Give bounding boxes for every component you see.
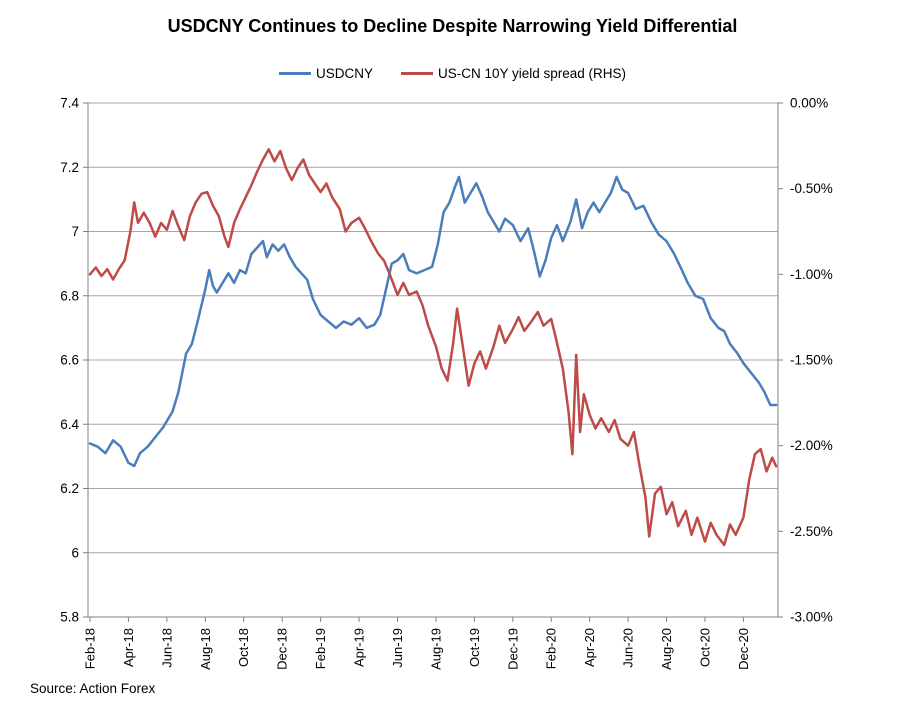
y-left-tick-label: 6.8 — [60, 288, 79, 303]
x-tick-label: Dec-20 — [736, 628, 751, 670]
y-left-tick-label: 6.2 — [60, 481, 79, 496]
y-left-tick-label: 7 — [71, 224, 79, 239]
usdcny-line — [88, 175, 778, 468]
x-tick-label: Apr-19 — [352, 628, 367, 667]
y-left-tick-label: 6 — [71, 545, 79, 560]
legend-item-usdcny: USDCNY — [278, 65, 373, 81]
x-tick-label: Aug-18 — [198, 628, 213, 670]
y-right-tick-label: -3.00% — [790, 610, 833, 625]
x-tick-label: Aug-20 — [659, 628, 674, 670]
y-left-tick-label: 7.2 — [60, 160, 79, 175]
y-right-tick-label: 0.00% — [790, 96, 828, 111]
x-tick-label: Feb-19 — [313, 628, 328, 669]
spread-line — [88, 148, 778, 547]
x-tick-label: Dec-18 — [275, 628, 290, 670]
source-note: Source: Action Forex — [30, 681, 156, 696]
y-left-tick-label: 6.6 — [60, 353, 79, 368]
x-tick-label: Apr-18 — [121, 628, 136, 667]
x-tick-label: Jun-18 — [159, 628, 174, 668]
chart-title: USDCNY Continues to Decline Despite Narr… — [167, 16, 738, 36]
x-tick-label: Feb-20 — [544, 628, 559, 669]
y-right-tick-label: -0.50% — [790, 181, 833, 196]
legend-item-spread: US-CN 10Y yield spread (RHS) — [400, 65, 627, 81]
x-tick-label: Oct-18 — [236, 628, 251, 667]
x-tick-label: Dec-19 — [505, 628, 520, 670]
y-left-tick-label: 7.4 — [60, 96, 79, 111]
x-tick-label: Feb-18 — [83, 628, 98, 669]
spread-line-swatch-icon — [400, 71, 433, 75]
y-left-tick-label: 5.8 — [60, 610, 79, 625]
y-right-tick-label: -1.00% — [790, 267, 833, 282]
x-tick-label: Apr-20 — [582, 628, 597, 667]
usdcny-line-swatch-icon — [278, 71, 311, 75]
legend-label-usdcny: USDCNY — [315, 65, 373, 81]
x-tick-label: Jun-20 — [621, 628, 636, 668]
y-right-tick-label: -2.50% — [790, 524, 833, 539]
y-left-tick-label: 6.4 — [60, 417, 79, 432]
chart-legend: USDCNY US-CN 10Y yield spread (RHS) — [0, 62, 905, 84]
x-tick-label: Aug-19 — [428, 628, 443, 670]
y-right-tick-label: -1.50% — [790, 353, 833, 368]
legend-label-spread: US-CN 10Y yield spread (RHS) — [437, 65, 627, 81]
x-tick-label: Oct-19 — [467, 628, 482, 667]
x-tick-label: Jun-19 — [390, 628, 405, 668]
x-tick-label: Oct-20 — [697, 628, 712, 667]
y-right-tick-label: -2.00% — [790, 438, 833, 453]
